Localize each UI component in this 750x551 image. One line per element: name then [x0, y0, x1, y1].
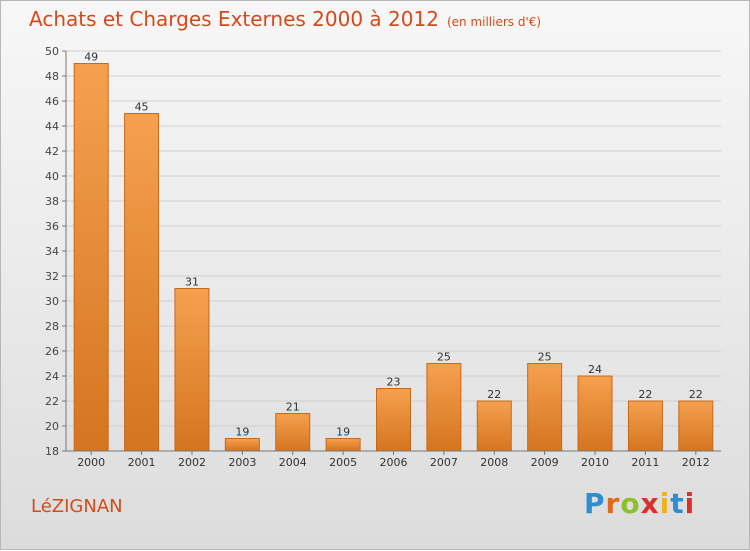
- y-tick-label: 32: [45, 270, 59, 283]
- chart-title: Achats et Charges Externes 2000 à 2012 (e…: [29, 7, 541, 31]
- data-label: 31: [185, 276, 199, 289]
- data-label: 25: [538, 351, 552, 364]
- x-tick-label: 2011: [631, 456, 659, 469]
- x-tick-label: 2003: [228, 456, 256, 469]
- bar-2011: [627, 400, 663, 452]
- y-tick-label: 42: [45, 145, 59, 158]
- logo-letter: P: [584, 487, 606, 520]
- y-tick-label: 24: [45, 370, 59, 383]
- bar-2003: [224, 438, 260, 452]
- bar-2005: [325, 438, 361, 452]
- x-tick-label: 2002: [178, 456, 206, 469]
- y-tick-label: 20: [45, 420, 59, 433]
- x-tick-label: 2004: [279, 456, 307, 469]
- y-tick-label: 18: [45, 445, 59, 458]
- y-tick-label: 36: [45, 220, 59, 233]
- data-label: 19: [336, 426, 350, 439]
- logo-letter: i: [659, 487, 671, 520]
- bar-2004: [275, 413, 311, 452]
- y-tick-label: 34: [45, 245, 59, 258]
- logo-letter: x: [640, 487, 660, 520]
- logo-letter: r: [605, 487, 621, 520]
- logo-letter: i: [684, 487, 696, 520]
- data-label: 22: [689, 388, 703, 401]
- bar-2009: [527, 363, 563, 452]
- chart-title-unit: (en milliers d'€): [446, 15, 542, 29]
- x-tick-label: 2010: [581, 456, 609, 469]
- y-tick-label: 28: [45, 320, 59, 333]
- data-label: 22: [487, 388, 501, 401]
- bar-2006: [376, 388, 411, 452]
- y-tick-label: 40: [45, 170, 59, 183]
- data-label: 22: [638, 388, 652, 401]
- y-tick-label: 48: [45, 70, 59, 83]
- y-tick-label: 50: [45, 45, 59, 58]
- axis-layer: 18 20 22 24 26 28 30 32 34 36 38 40 42 44 46 48 50 2000 20…: [45, 45, 721, 469]
- y-tick-label: 22: [45, 395, 59, 408]
- x-tick-label: 2009: [531, 456, 559, 469]
- bar-2002: [174, 288, 210, 452]
- bars-layer: [73, 63, 714, 452]
- commune-name: LéZIGNAN: [31, 496, 123, 517]
- y-tick-label: 26: [45, 345, 59, 358]
- y-tick-label: 30: [45, 295, 59, 308]
- logo-letter: t: [670, 487, 685, 520]
- data-label: 25: [437, 351, 451, 364]
- x-tick-label: 2007: [430, 456, 458, 469]
- x-tick-label: 2006: [380, 456, 408, 469]
- bar-2010: [577, 375, 613, 452]
- x-tick-label: 2005: [329, 456, 357, 469]
- data-label: 45: [135, 101, 149, 114]
- bar-2008: [476, 400, 512, 452]
- y-tick-label: 44: [45, 120, 59, 133]
- data-label: 19: [235, 426, 249, 439]
- data-label: 23: [387, 376, 401, 389]
- logo-letter: o: [620, 487, 641, 520]
- data-label: 21: [286, 401, 300, 414]
- x-tick-label: 2012: [682, 456, 710, 469]
- x-tick-label: 2001: [128, 456, 156, 469]
- x-tick-label: 2008: [480, 456, 508, 469]
- y-tick-label: 46: [45, 95, 59, 108]
- chart-title-main: Achats et Charges Externes 2000 à 2012: [29, 7, 439, 31]
- bar-2000: [73, 63, 109, 452]
- proxiti-logo: Proxiti: [584, 487, 695, 520]
- data-label: 49: [84, 51, 98, 64]
- y-tick-label: 38: [45, 195, 59, 208]
- data-label: 24: [588, 363, 602, 376]
- x-tick-label: 2000: [77, 456, 105, 469]
- data-labels-layer: 49 45 31 19 21 19 23 25 22 25 24 22 22: [84, 51, 703, 439]
- bar-2007: [426, 363, 462, 452]
- bar-2012: [678, 400, 714, 452]
- bar-2001: [124, 113, 160, 452]
